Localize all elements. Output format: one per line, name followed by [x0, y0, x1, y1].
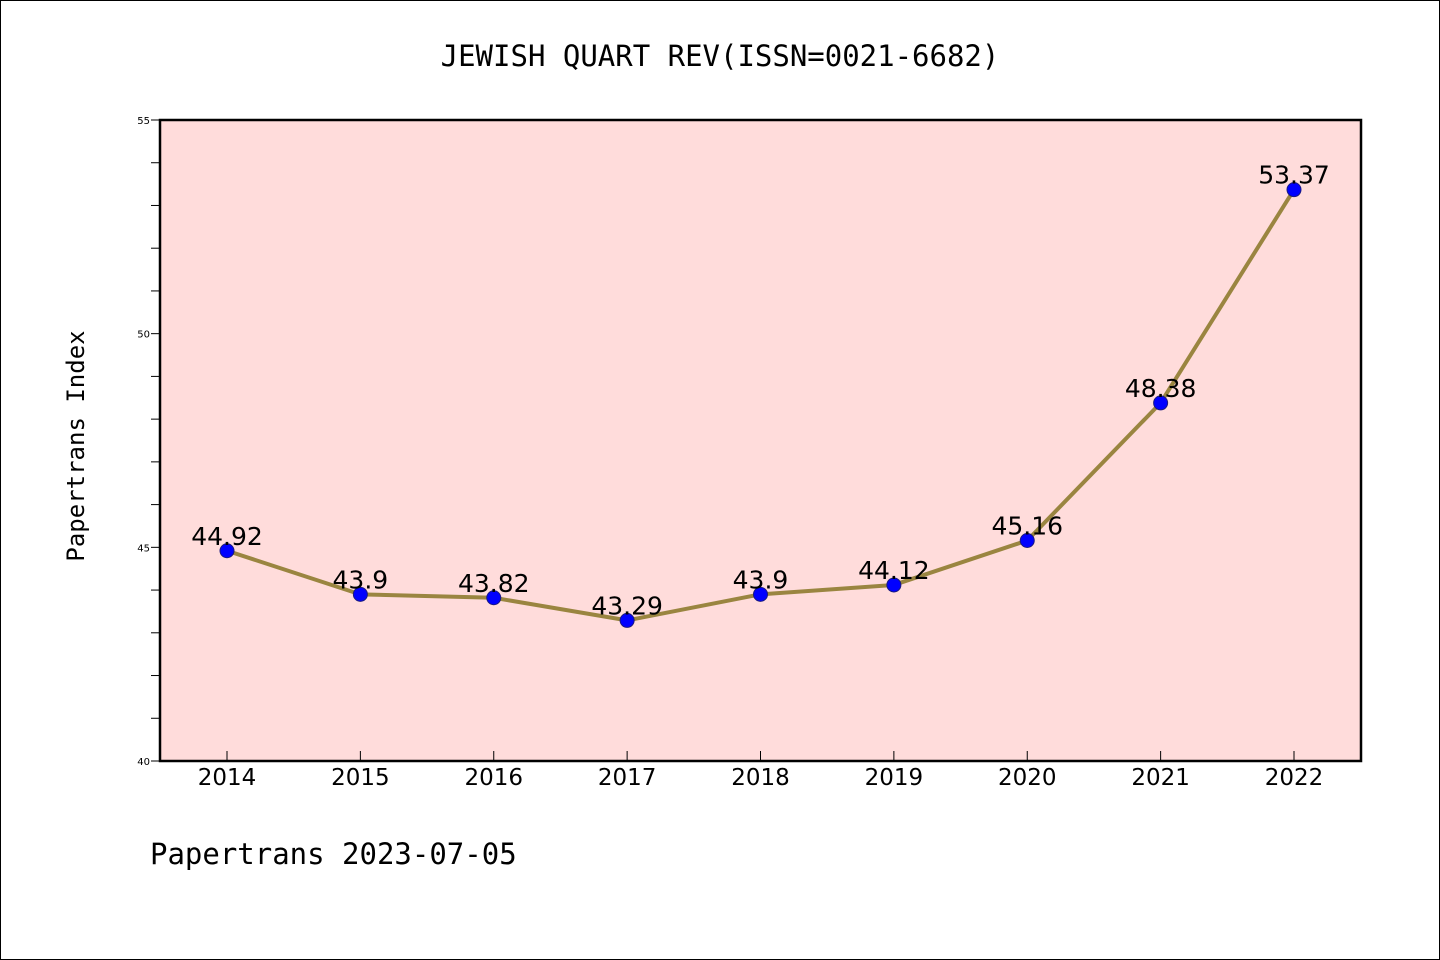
data-label: 44.92	[191, 522, 263, 551]
data-point	[886, 577, 902, 593]
y-axis: 40 45 50 55	[137, 116, 160, 768]
y-tick-label: 40	[137, 757, 150, 768]
plot-border	[158, 118, 1363, 763]
x-tick-label: 2014	[198, 765, 257, 791]
data-label: 43.29	[591, 591, 663, 620]
y-tick-label: 50	[137, 330, 150, 341]
x-tick-label: 2019	[865, 765, 924, 791]
data-point	[1286, 182, 1302, 198]
data-label: 43.9	[333, 565, 389, 594]
x-tick-label: 2021	[1131, 765, 1190, 791]
data-point	[352, 586, 368, 602]
y-axis-label: Papertrans Index	[62, 330, 90, 561]
data-markers	[219, 182, 1302, 628]
data-label: 43.9	[733, 565, 789, 594]
data-point	[1153, 395, 1169, 411]
x-tick-label: 2020	[998, 765, 1057, 791]
footer-text: Papertrans 2023-07-05	[150, 837, 517, 871]
data-point	[1019, 532, 1035, 548]
x-tick-label: 2016	[464, 765, 523, 791]
data-label: 43.82	[458, 569, 530, 598]
x-tick-label: 2022	[1265, 765, 1324, 791]
y-tick-label: 55	[137, 116, 150, 127]
data-label: 48.38	[1125, 374, 1197, 403]
x-tick-label: 2015	[331, 765, 390, 791]
x-axis: 2014 2015 2016 2017 2018 2019 2020 2021 2022	[198, 751, 1324, 791]
chart-title: JEWISH QUART REV(ISSN=0021-6682)	[441, 39, 1000, 73]
data-point	[486, 590, 502, 606]
data-label: 45.16	[991, 511, 1063, 540]
data-label: 53.37	[1258, 161, 1330, 190]
x-tick-label: 2018	[731, 765, 790, 791]
data-labels: 44.92 43.9 43.82 43.29 43.9 44.12 45.16 48.38 53…	[191, 161, 1330, 621]
data-point	[219, 543, 235, 559]
x-tick-label: 2017	[598, 765, 657, 791]
data-point	[619, 612, 635, 628]
data-point	[753, 586, 768, 602]
data-label: 44.12	[858, 556, 930, 585]
y-tick-label: 45	[137, 543, 150, 554]
plot-area	[160, 120, 1361, 761]
